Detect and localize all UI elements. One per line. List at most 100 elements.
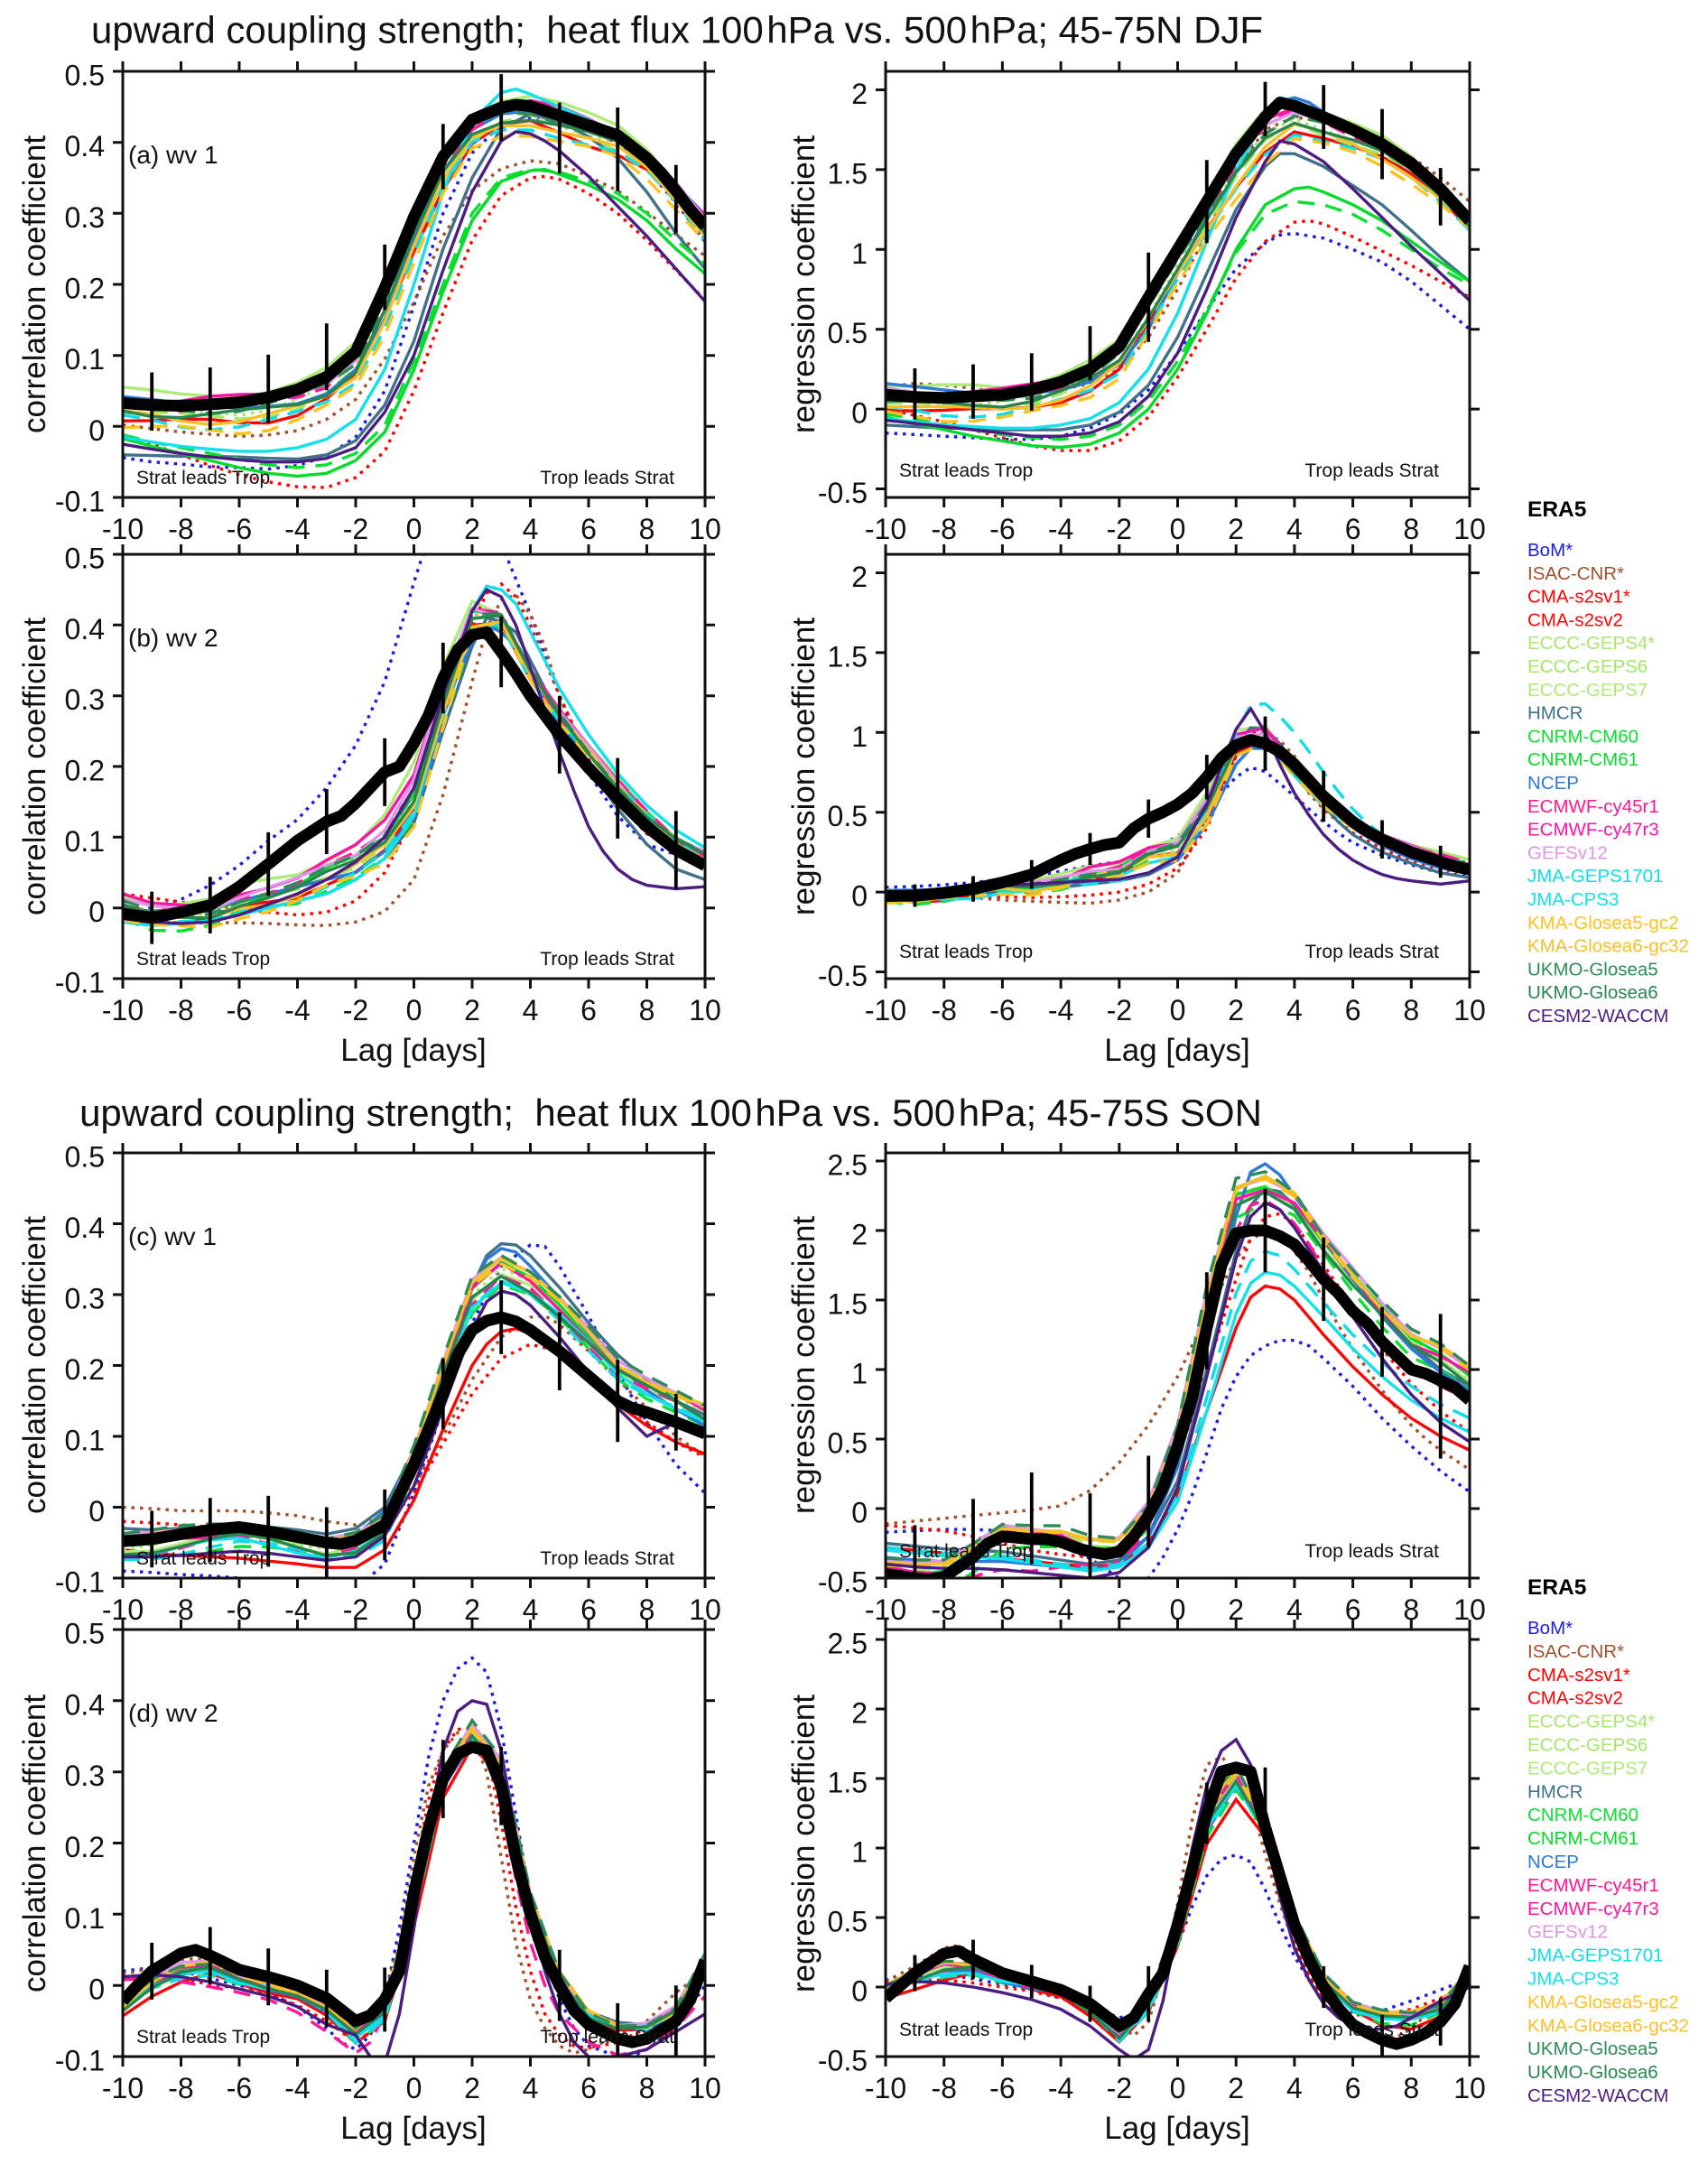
svg-text:-10: -10 <box>102 1593 144 1626</box>
svg-text:0.5: 0.5 <box>65 543 105 575</box>
svg-text:2: 2 <box>1228 1593 1244 1626</box>
svg-text:0.3: 0.3 <box>65 1760 105 1792</box>
svg-text:2.5: 2.5 <box>828 1149 868 1182</box>
svg-text:CNRM-CM61: CNRM-CM61 <box>1527 749 1638 770</box>
svg-text:0: 0 <box>851 1497 868 1529</box>
svg-text:(b) wv 2: (b) wv 2 <box>128 624 218 652</box>
svg-text:ERA5: ERA5 <box>1527 1575 1586 1600</box>
svg-text:0.4: 0.4 <box>65 1212 105 1244</box>
svg-text:4: 4 <box>1286 2072 1303 2104</box>
svg-text:-6: -6 <box>227 2072 252 2104</box>
svg-text:Strat leads Trop: Strat leads Trop <box>136 949 270 970</box>
svg-text:(d) wv 2: (d) wv 2 <box>128 1699 218 1727</box>
svg-text:Trop leads Strat: Trop leads Strat <box>1304 1541 1439 1562</box>
svg-text:JMA-CPS3: JMA-CPS3 <box>1527 1969 1619 1990</box>
svg-text:0: 0 <box>88 1974 105 2006</box>
svg-text:-4: -4 <box>1048 994 1073 1026</box>
svg-text:0: 0 <box>1170 513 1186 545</box>
svg-text:-10: -10 <box>865 1593 906 1626</box>
svg-text:2: 2 <box>1228 513 1244 545</box>
svg-text:Strat leads Trop: Strat leads Trop <box>899 460 1033 481</box>
svg-text:0: 0 <box>1170 1593 1186 1626</box>
svg-text:10: 10 <box>689 994 721 1026</box>
svg-text:4: 4 <box>523 1593 539 1626</box>
svg-text:ECCC-GEPS6: ECCC-GEPS6 <box>1527 1735 1648 1756</box>
svg-text:0: 0 <box>406 1593 422 1626</box>
svg-text:CESM2-WACCM: CESM2-WACCM <box>1527 2085 1668 2106</box>
svg-text:CESM2-WACCM: CESM2-WACCM <box>1527 1006 1668 1026</box>
svg-text:Trop leads Strat: Trop leads Strat <box>1304 942 1439 962</box>
svg-text:-10: -10 <box>865 513 906 545</box>
svg-text:-6: -6 <box>989 2072 1015 2104</box>
svg-text:UKMO-Glosea6: UKMO-Glosea6 <box>1527 982 1658 1003</box>
svg-text:2: 2 <box>464 1593 480 1626</box>
svg-text:KMA-Glosea5-gc2: KMA-Glosea5-gc2 <box>1527 1992 1678 2012</box>
svg-text:-6: -6 <box>989 513 1015 545</box>
svg-text:-8: -8 <box>931 2072 956 2104</box>
svg-text:0.5: 0.5 <box>828 317 868 349</box>
svg-text:4: 4 <box>1286 513 1303 545</box>
svg-text:NCEP: NCEP <box>1527 1852 1579 1872</box>
svg-text:JMA-CPS3: JMA-CPS3 <box>1527 889 1619 910</box>
svg-text:CNRM-CM60: CNRM-CM60 <box>1527 1805 1638 1825</box>
svg-text:-0.1: -0.1 <box>55 486 105 518</box>
svg-text:6: 6 <box>1345 994 1361 1026</box>
svg-text:JMA-GEPS1701: JMA-GEPS1701 <box>1527 866 1663 887</box>
svg-text:0.5: 0.5 <box>828 800 868 832</box>
svg-text:-0.5: -0.5 <box>818 2045 868 2077</box>
svg-text:UKMO-Glosea5: UKMO-Glosea5 <box>1527 959 1658 980</box>
svg-text:4: 4 <box>1286 994 1303 1026</box>
svg-text:10: 10 <box>1453 2072 1486 2104</box>
svg-text:-2: -2 <box>1107 1593 1132 1626</box>
svg-text:HMCR: HMCR <box>1527 703 1583 724</box>
svg-text:-0.5: -0.5 <box>818 1566 868 1599</box>
svg-text:ECCC-GEPS6: ECCC-GEPS6 <box>1527 656 1648 677</box>
svg-text:1: 1 <box>851 1358 868 1390</box>
svg-text:-2: -2 <box>1107 2072 1132 2104</box>
svg-text:4: 4 <box>523 513 539 545</box>
svg-text:0.2: 0.2 <box>65 1353 105 1386</box>
svg-text:-2: -2 <box>1107 994 1132 1026</box>
svg-text:1.5: 1.5 <box>828 640 868 673</box>
svg-text:8: 8 <box>1403 1593 1419 1626</box>
svg-text:-2: -2 <box>343 513 368 545</box>
svg-text:-10: -10 <box>865 994 906 1026</box>
svg-text:BoM*: BoM* <box>1527 1618 1573 1639</box>
svg-text:0.1: 0.1 <box>65 1902 105 1935</box>
svg-text:-10: -10 <box>102 2072 144 2104</box>
svg-text:-6: -6 <box>989 1593 1015 1626</box>
svg-text:0.2: 0.2 <box>65 273 105 305</box>
svg-text:2: 2 <box>851 78 868 110</box>
svg-text:0.5: 0.5 <box>828 1906 868 1938</box>
svg-text:-10: -10 <box>865 2072 906 2104</box>
svg-text:10: 10 <box>689 513 721 545</box>
svg-text:Trop leads Strat: Trop leads Strat <box>540 1548 674 1569</box>
svg-text:-4: -4 <box>284 1593 310 1626</box>
svg-text:Strat leads Trop: Strat leads Trop <box>899 942 1033 962</box>
svg-text:8: 8 <box>639 1593 655 1626</box>
svg-text:Lag [days]: Lag [days] <box>340 2111 487 2146</box>
svg-text:2: 2 <box>1228 2072 1244 2104</box>
svg-text:6: 6 <box>580 1593 597 1626</box>
svg-text:Trop leads Strat: Trop leads Strat <box>540 468 674 488</box>
svg-text:ECCC-GEPS4*: ECCC-GEPS4* <box>1527 633 1655 654</box>
svg-text:Lag [days]: Lag [days] <box>1104 2111 1250 2146</box>
svg-text:6: 6 <box>1345 513 1361 545</box>
svg-text:-0.1: -0.1 <box>55 967 105 999</box>
svg-text:-4: -4 <box>284 994 310 1026</box>
svg-text:-8: -8 <box>931 994 956 1026</box>
svg-text:CNRM-CM60: CNRM-CM60 <box>1527 726 1638 747</box>
svg-text:-0.5: -0.5 <box>818 960 868 992</box>
svg-text:4: 4 <box>523 2072 539 2104</box>
svg-text:0.2: 0.2 <box>65 1831 105 1863</box>
svg-text:-2: -2 <box>343 2072 368 2104</box>
svg-text:0: 0 <box>851 1975 868 2008</box>
svg-text:CMA-s2sv1*: CMA-s2sv1* <box>1527 1665 1630 1686</box>
svg-text:upward coupling strength; hea: upward coupling strength; heat flux 100 … <box>79 1091 1262 1134</box>
svg-text:regression coefficient: regression coefficient <box>786 618 822 915</box>
svg-text:-2: -2 <box>1107 513 1132 545</box>
svg-text:(a) wv 1: (a) wv 1 <box>128 141 218 169</box>
svg-text:0: 0 <box>851 880 868 913</box>
svg-text:0.5: 0.5 <box>65 60 105 92</box>
svg-text:Trop leads Strat: Trop leads Strat <box>1304 2020 1439 2040</box>
